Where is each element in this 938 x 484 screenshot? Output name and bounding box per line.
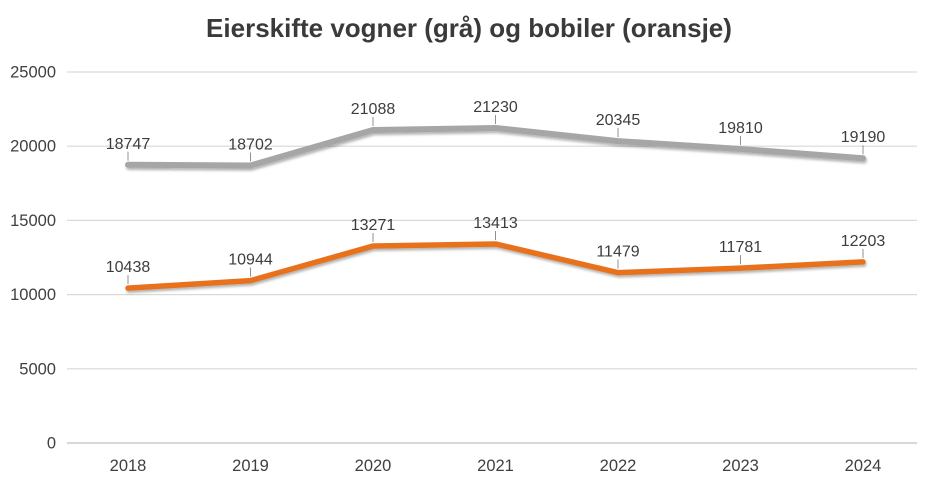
x-tick-label: 2018 — [110, 457, 147, 475]
x-tick-label: 2023 — [722, 457, 759, 475]
data-label-bobiler: 12203 — [841, 233, 886, 250]
data-label-vogner: 21088 — [351, 101, 396, 118]
data-label-vogner: 21230 — [473, 99, 518, 116]
data-label-bobiler: 11479 — [596, 244, 639, 261]
data-label-bobiler: 11781 — [719, 239, 762, 256]
series-line-bobiler — [125, 241, 866, 291]
x-tick-label: 2019 — [232, 457, 269, 475]
y-tick-label: 20000 — [10, 138, 56, 156]
series-line-vogner — [125, 124, 866, 169]
chart-title: Eierskifte vogner (grå) og bobiler (oran… — [206, 13, 732, 43]
x-tick-label: 2020 — [355, 457, 392, 475]
data-label-vogner: 19190 — [841, 129, 886, 146]
x-tick-label: 2021 — [477, 457, 514, 475]
data-label-vogner: 18702 — [228, 136, 273, 153]
data-label-vogner: 20345 — [596, 112, 641, 129]
y-tick-label: 0 — [47, 435, 56, 453]
data-label-vogner: 19810 — [718, 120, 763, 137]
data-label-bobiler: 13271 — [351, 217, 396, 234]
x-tick-label: 2022 — [600, 457, 637, 475]
y-tick-label: 25000 — [10, 64, 56, 82]
data-label-vogner: 18747 — [106, 136, 151, 153]
data-label-bobiler: 10438 — [106, 259, 151, 276]
y-tick-label: 15000 — [10, 212, 56, 230]
x-tick-label: 2024 — [845, 457, 882, 475]
data-label-bobiler: 13413 — [473, 215, 518, 232]
y-tick-label: 5000 — [19, 360, 56, 378]
y-tick-label: 10000 — [10, 286, 56, 304]
data-label-bobiler: 10944 — [228, 252, 273, 269]
